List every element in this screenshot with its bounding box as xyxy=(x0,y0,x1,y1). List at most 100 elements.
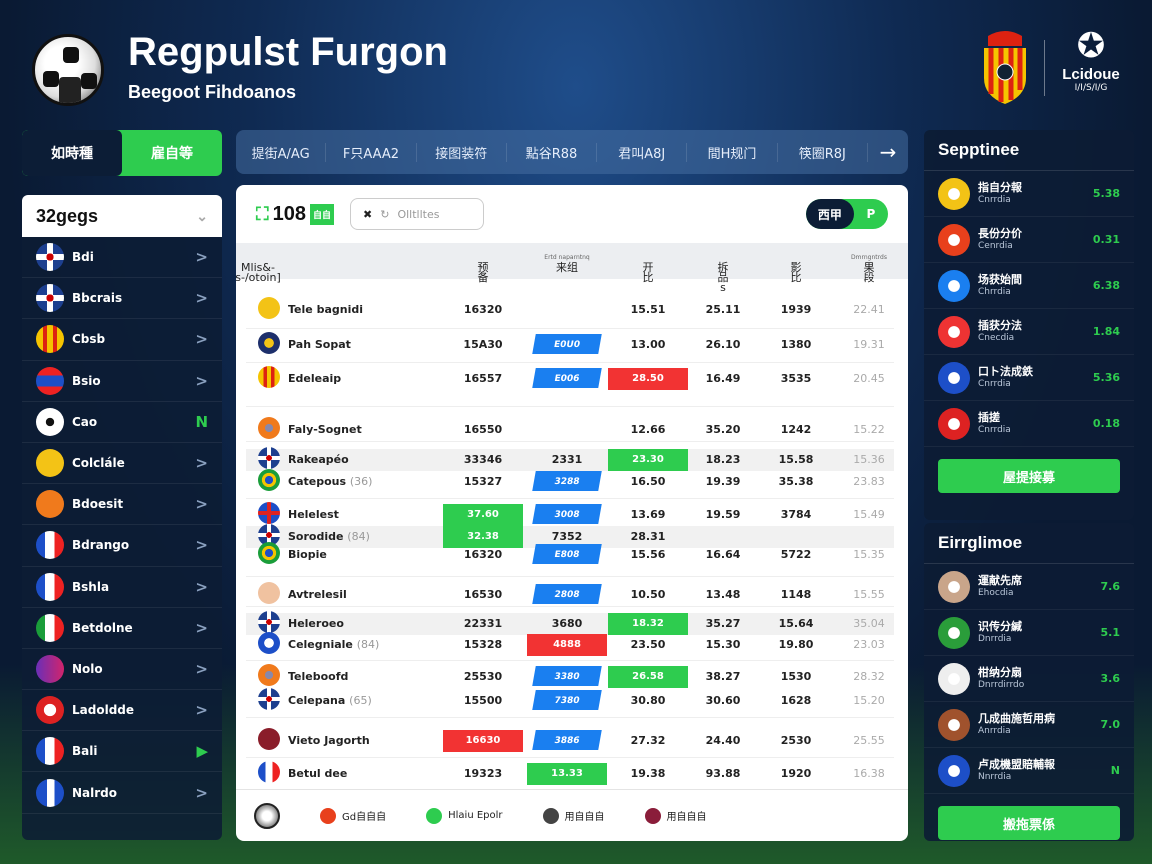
sidebar-item[interactable]: Bbcrais > xyxy=(22,278,222,320)
table-row[interactable]: Pah Sopat 15A30 E0U0 13.00 26.10 1380 19.31 xyxy=(246,332,894,356)
table-row[interactable]: Biopie 16320 E808 15.56 16.64 5722 15.35 xyxy=(246,542,894,566)
ranking-item[interactable]: 几成曲施哲用病 Anrrdia 7.0 xyxy=(924,702,1134,748)
arrow-right-icon[interactable]: → xyxy=(879,140,897,164)
toggle-option-1[interactable]: 西甲 xyxy=(806,199,854,229)
team-name-text: Avtrelesil xyxy=(288,588,347,601)
ranking-item[interactable]: 長份分价 Cenrdia 0.31 xyxy=(924,217,1134,263)
nav-tab[interactable]: 點谷R88 xyxy=(507,142,598,162)
sidebar-item[interactable]: Cao N xyxy=(22,402,222,443)
ranking-item[interactable]: 识传分緘 Dnrrdia 5.1 xyxy=(924,610,1134,656)
ranking-item[interactable]: 指自分報 Cnrrdia 5.38 xyxy=(924,171,1134,217)
table-row[interactable]: Teleboofd 25530 3380 26.58 38.27 1530 28.32 xyxy=(246,664,894,688)
odds-cell[interactable]: 3288 xyxy=(532,471,602,491)
footer-link[interactable]: 用自自自 xyxy=(644,807,707,824)
table-row[interactable]: Avtrelesil 16530 2808 10.50 13.48 1148 15.55 xyxy=(246,582,894,606)
league-selector[interactable]: 32gegs ⌄ xyxy=(22,195,222,237)
panel-action-button[interactable]: 屋提接募 xyxy=(938,459,1120,493)
table-row[interactable]: Betul dee 19323 13.33 19.38 93.88 1920 16.38 xyxy=(246,761,894,785)
nav-tab[interactable]: 接图装符 xyxy=(417,142,507,162)
ranking-item[interactable]: 柑纳分扇 Dnrrdirrdo 3.6 xyxy=(924,656,1134,702)
nav-tab[interactable]: 筷圈R8J xyxy=(778,142,868,162)
odds-cell[interactable]: 28.50 xyxy=(608,368,688,390)
table-row[interactable]: Tele bagnidi 16320 15.51 25.11 1939 22.41 xyxy=(246,297,894,321)
sidebar-item[interactable]: Ladoldde > xyxy=(22,690,222,732)
odds-cell[interactable]: E006 xyxy=(532,368,602,388)
footer-link[interactable]: 用自自自 xyxy=(542,807,605,824)
sidebar-item-label: Bsio xyxy=(72,373,101,388)
toggle-option-2[interactable]: P xyxy=(866,207,876,221)
mode-option-1[interactable]: 如時種 xyxy=(22,130,122,176)
ranking-item[interactable]: 场获始間 Chrrdia 6.38 xyxy=(924,263,1134,309)
ranking-item[interactable]: 運献先席 Ehocdia 7.6 xyxy=(924,564,1134,610)
odds-cell: 38.27 xyxy=(705,670,741,683)
sidebar-item[interactable]: Nolo > xyxy=(22,649,222,691)
region-toggle[interactable]: 西甲 P xyxy=(806,199,888,229)
panel-title: Eirrglimoe xyxy=(924,523,1134,564)
footer-link[interactable]: Hlaiu Epolr xyxy=(426,807,503,824)
sidebar-item[interactable]: Bshla > xyxy=(22,567,222,608)
odds-cell[interactable]: 2808 xyxy=(532,584,602,604)
sidebar-item[interactable]: Bsio > xyxy=(22,361,222,402)
team-name: Teleboofd xyxy=(288,670,348,683)
sidebar-item[interactable]: Bali ▶ xyxy=(22,731,222,773)
footer-link[interactable]: Gd自自自 xyxy=(320,807,386,824)
sidebar-item[interactable]: Nalrdo > xyxy=(22,772,222,814)
sidebar-item[interactable]: Cbsb > xyxy=(22,319,222,361)
nav-tab[interactable]: 君叫A8J xyxy=(597,142,688,162)
table-row[interactable]: Catepous (36) 15327 3288 16.50 19.39 35.38 23.… xyxy=(246,469,894,493)
sidebar-item[interactable]: Bdrango > xyxy=(22,525,222,567)
ranking-item[interactable]: 插获分法 Cnecdia 1.84 xyxy=(924,309,1134,355)
table-row[interactable]: Celepana (65) 15500 7380 30.80 30.60 1628 15.2… xyxy=(246,688,894,712)
team-name: Tele bagnidi xyxy=(288,303,363,316)
table-row[interactable]: Sorodide (84) 32.38 7352 28.31 xyxy=(246,524,894,548)
odds-cell[interactable]: 3008 xyxy=(532,504,602,524)
nav-tab[interactable]: 間H规门 xyxy=(687,142,778,162)
ranking-item[interactable]: 卢成機盟賠輔報 Nnrrdia N xyxy=(924,748,1134,794)
item-value: 5.36 xyxy=(1092,371,1120,384)
count-badge: 自自 xyxy=(309,203,334,225)
sidebar-item[interactable]: Bdi > xyxy=(22,237,222,279)
nav-tab[interactable]: F只AAA2 xyxy=(326,142,417,162)
item-value: 5.38 xyxy=(1092,187,1120,200)
table-row[interactable]: Celegniale (84) 15328 4888 23.50 15.30 19.80 2… xyxy=(246,632,894,656)
odds-cell[interactable]: 26.58 xyxy=(608,666,688,688)
nav-tab[interactable]: 提街A/AG xyxy=(236,142,327,162)
odds-cell[interactable]: 18.32 xyxy=(608,613,688,635)
odds-cell[interactable]: 3380 xyxy=(532,666,602,686)
odds-cell[interactable]: 16630 xyxy=(443,730,523,752)
sidebar-item[interactable]: Colclále > xyxy=(22,443,222,485)
peach-team-icon xyxy=(258,582,280,604)
table-row[interactable]: Edeleaip 16557 E006 28.50 16.49 3535 20.45 xyxy=(246,366,894,390)
column-header[interactable]: 来组 Ertd naparntnq xyxy=(544,253,589,273)
odds-cell[interactable]: E808 xyxy=(532,544,602,564)
table-row[interactable]: Vieto Jagorth 16630 3886 27.32 24.40 2530 25.5… xyxy=(246,728,894,752)
search-input[interactable]: ✖ ↻ Olltlltes xyxy=(350,198,484,230)
yellow-flag-icon xyxy=(36,449,64,478)
mode-option-2[interactable]: 雇自等 xyxy=(151,146,193,162)
table-row[interactable]: Helelest 37.60 3008 13.69 19.59 3784 15.49 xyxy=(246,502,894,526)
odds-cell[interactable]: 32.38 xyxy=(443,526,523,548)
odds-cell[interactable]: 3886 xyxy=(532,730,602,750)
odds-cell[interactable]: 7380 xyxy=(532,690,602,710)
odds-cell[interactable]: E0U0 xyxy=(532,334,602,354)
odds-cell[interactable]: 37.60 xyxy=(443,504,523,526)
ranking-item[interactable]: 插搓 Cnrrdia 0.18 xyxy=(924,401,1134,447)
odds-cell: 7352 xyxy=(551,530,583,543)
red-blue-flag-icon xyxy=(36,366,64,395)
table-row[interactable]: Rakeapéo 33346 2331 23.30 18.23 15.58 15.36 xyxy=(246,447,894,471)
sidebar-item[interactable]: Betdolne > xyxy=(22,608,222,649)
team-name-text: Helelest xyxy=(288,508,339,521)
column-header[interactable]: 果段 Dmrngntrds xyxy=(851,253,887,283)
ranking-item[interactable]: 口ト法成鉄 Cnrrdia 5.36 xyxy=(924,355,1134,401)
odds-cell[interactable]: 4888 xyxy=(527,634,607,656)
mode-toggle[interactable]: 如時種 雇自等 xyxy=(22,130,222,176)
odds-cell[interactable]: 23.30 xyxy=(608,449,688,471)
table-row[interactable]: Heleroeo 22331 3680 18.32 35.27 15.64 35.04 xyxy=(246,611,894,635)
panel-action-button[interactable]: 搬拖票係 xyxy=(938,806,1120,840)
team-name: Betul dee xyxy=(288,767,347,780)
odds-cell[interactable]: 13.33 xyxy=(527,763,607,785)
sidebar-item[interactable]: Bdoesit > xyxy=(22,484,222,526)
odds-cell: 26.10 xyxy=(705,338,741,351)
table-row[interactable]: Faly-Sognet 16550 12.66 35.20 1242 15.22 xyxy=(246,417,894,441)
odds-cell: 15328 xyxy=(463,638,503,651)
